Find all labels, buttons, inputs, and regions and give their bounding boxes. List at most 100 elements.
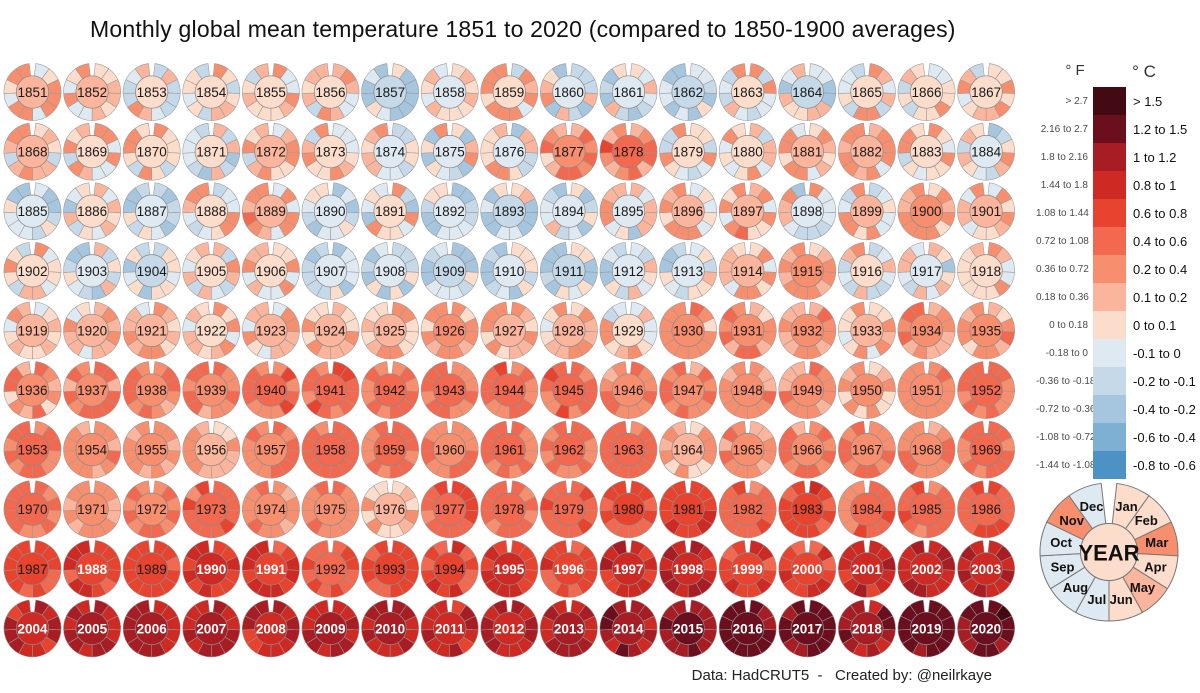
year-wheel: 2006 [122, 599, 181, 658]
year-wheel-center [909, 552, 944, 586]
year-wheel: 1985 [897, 480, 956, 539]
year-label: 1952 [971, 383, 1001, 398]
year-wheel-center [909, 433, 944, 467]
legend-row: 0.72 to 1.08 0.4 to 0.6 [1036, 227, 1194, 255]
year-wheel: 1864 [778, 63, 837, 121]
year-wheel-center [254, 433, 288, 467]
year-label: 2020 [971, 621, 1001, 636]
year-wheel: 1962 [540, 420, 598, 479]
year-label: 1956 [196, 443, 226, 458]
year-label: 1996 [554, 562, 585, 577]
year-label: 1945 [554, 383, 584, 398]
year-wheel: 1939 [182, 361, 241, 419]
year-wheel: 1880 [718, 122, 777, 181]
year-wheel: 1931 [718, 301, 777, 360]
year-wheel-center [731, 492, 765, 526]
year-wheel-center [433, 611, 467, 645]
legend-swatch [1093, 367, 1126, 395]
year-wheel: 1983 [778, 480, 837, 539]
year-label: 1933 [852, 323, 882, 338]
year-wheel: 1868 [3, 122, 62, 181]
year-label: 1923 [256, 323, 286, 338]
year-label: 1877 [554, 145, 584, 160]
year-wheel: 1909 [420, 242, 479, 300]
year-wheel: 1923 [242, 301, 300, 360]
year-wheel-center [313, 254, 348, 288]
year-wheel: 1869 [63, 122, 121, 181]
year-wheel: 1958 [301, 420, 360, 479]
year-wheel: 1867 [957, 63, 1015, 121]
year-wheel-center [969, 313, 1003, 347]
year-label: 1913 [673, 264, 703, 279]
year-wheel: 1987 [3, 540, 62, 598]
year-label: 1887 [137, 204, 167, 219]
year-wheel: 1930 [659, 301, 717, 360]
year-wheel-center [135, 433, 169, 467]
year-label: 1934 [911, 323, 942, 338]
year-label: 1906 [256, 264, 286, 279]
year-wheel: 1902 [3, 242, 62, 300]
year-wheel-center [313, 492, 348, 526]
year-label: 1858 [435, 85, 465, 100]
year-wheel: 1984 [838, 480, 896, 539]
year-wheel-center [552, 313, 586, 347]
year-label: 1881 [792, 145, 822, 160]
year-wheel: 2012 [480, 599, 539, 658]
year-wheel: 1877 [540, 122, 598, 181]
legend-row: -1.08 to -0.72 -0.6 to -0.4 [1036, 423, 1196, 451]
year-wheel: 1966 [778, 420, 837, 479]
year-label: 1903 [77, 264, 107, 279]
year-wheel-center [909, 135, 944, 169]
month-label: Jul [1087, 592, 1106, 607]
year-wheel: 1926 [420, 301, 479, 360]
year-label: 1971 [77, 502, 107, 517]
year-wheel-center [433, 313, 467, 347]
year-label: 1984 [852, 502, 883, 517]
year-wheel-center [611, 611, 646, 645]
year-label: 1909 [435, 264, 465, 279]
year-wheel-center [552, 552, 586, 586]
year-label: 1898 [792, 204, 822, 219]
year-label: 1926 [435, 323, 465, 338]
year-label: 1868 [17, 145, 47, 160]
year-wheel: 2000 [778, 540, 837, 598]
year-wheel-center [135, 75, 169, 109]
year-wheel-center [194, 611, 228, 645]
year-label: 1905 [196, 264, 226, 279]
year-wheel-center [909, 313, 944, 347]
year-wheel: 1919 [3, 301, 62, 360]
year-wheel: 1998 [659, 540, 717, 598]
year-label: 1927 [494, 323, 524, 338]
year-wheel-center [731, 254, 765, 288]
year-label: 1911 [554, 264, 583, 279]
year-wheel-center [969, 135, 1003, 169]
year-wheel-center [313, 313, 348, 347]
year-label: 1973 [196, 502, 226, 517]
legend-rows: > 2.7 > 1.5 2.16 to 2.7 1.2 to 1.5 1.8 to 2.… [1036, 87, 1196, 479]
year-wheel-center [135, 373, 169, 407]
year-wheel-center [313, 552, 348, 586]
year-wheel-center [790, 492, 824, 526]
year-wheel: 1894 [540, 182, 598, 241]
year-label: 1950 [852, 383, 882, 398]
year-wheel: 1981 [659, 480, 717, 539]
year-wheel: 1871 [182, 122, 241, 181]
year-wheel-center [313, 135, 348, 169]
year-wheel: 1942 [361, 361, 419, 419]
year-wheel-center [75, 552, 109, 586]
year-wheel: 1855 [242, 63, 300, 121]
year-wheel-center [135, 492, 169, 526]
year-wheel: 1967 [838, 420, 896, 479]
year-label: 2010 [375, 621, 405, 636]
year-label: 1894 [554, 204, 585, 219]
year-wheel-center [611, 373, 646, 407]
legend-celsius-label: 0.8 to 1 [1133, 177, 1177, 193]
legend-fahrenheit-label: 1.44 to 1.8 [1040, 179, 1088, 191]
year-label: 1912 [613, 264, 643, 279]
year-wheel-center [492, 313, 526, 347]
year-label: 1976 [375, 502, 405, 517]
year-wheel: 1906 [242, 242, 300, 300]
year-label: 1931 [733, 323, 763, 338]
